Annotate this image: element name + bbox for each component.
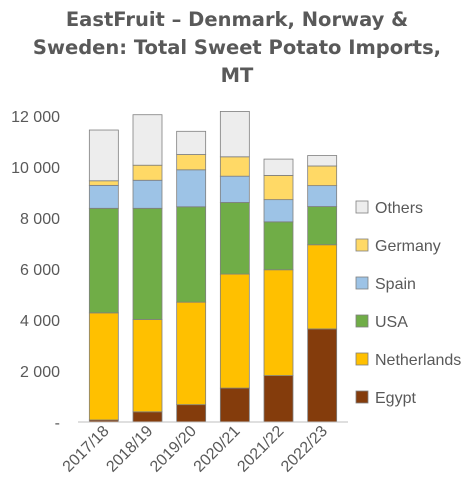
chart-title-line-1: EastFruit – Denmark, Norway & xyxy=(65,8,409,31)
bar-segment-germany-2017-18 xyxy=(88,180,119,186)
legend-item-spain: Spain xyxy=(355,276,416,293)
y-axis: - 2 000 4 000 6 000 8 000 10 000 12 000 xyxy=(11,109,60,432)
y-tick-label: 8 000 xyxy=(20,211,60,228)
legend-swatch-usa xyxy=(355,314,369,328)
bar-segment-usa-2018-19 xyxy=(132,207,163,320)
chart-title-line-2: Sweden: Total Sweet Potato Imports, xyxy=(32,36,442,59)
chart-title: EastFruit – Denmark, Norway & Sweden: To… xyxy=(0,6,474,90)
x-tick-label: 2021/22 xyxy=(234,423,287,476)
bar-segment-others-2022-23 xyxy=(307,155,338,167)
legend-item-netherlands: Netherlands xyxy=(355,352,461,369)
bar-segment-netherlands-2021-22 xyxy=(263,269,294,376)
legend-label-egypt: Egypt xyxy=(375,390,416,407)
bar-segment-egypt-2018-19 xyxy=(132,411,163,423)
bar-segment-germany-2022-23 xyxy=(307,165,338,187)
bar-segment-egypt-2022-23 xyxy=(307,328,338,423)
legend-label-netherlands: Netherlands xyxy=(375,352,461,369)
bar-segment-spain-2022-23 xyxy=(307,185,338,207)
y-tick-label: - xyxy=(55,415,60,432)
bar-segment-others-2021-22 xyxy=(263,158,294,176)
bar-segment-netherlands-2022-23 xyxy=(307,244,338,330)
x-tick-label: 2017/18 xyxy=(60,423,113,476)
bar-segment-netherlands-2018-19 xyxy=(132,319,163,413)
bar-segment-others-2020-21 xyxy=(219,111,250,158)
legend-swatch-netherlands xyxy=(355,352,369,366)
bar-segment-usa-2020-21 xyxy=(219,202,250,275)
bar-segment-spain-2021-22 xyxy=(263,199,294,223)
legend-label-others: Others xyxy=(375,200,423,217)
bar-segment-others-2019-20 xyxy=(176,130,207,155)
x-tick-label: 2022/23 xyxy=(278,423,331,476)
legend-item-egypt: Egypt xyxy=(355,390,416,407)
legend-item-usa: USA xyxy=(355,314,408,331)
bar-segment-spain-2018-19 xyxy=(132,179,163,209)
legend-swatch-egypt xyxy=(355,390,369,404)
bar-segment-germany-2019-20 xyxy=(176,154,207,171)
x-tick-label: 2019/20 xyxy=(147,423,200,476)
chart-title-line-3: MT xyxy=(220,64,254,87)
bar-segment-germany-2020-21 xyxy=(219,156,250,177)
bar-segment-spain-2020-21 xyxy=(219,175,250,203)
bar-segment-germany-2021-22 xyxy=(263,175,294,201)
bar-segment-others-2017-18 xyxy=(88,129,119,182)
legend-label-germany: Germany xyxy=(375,238,441,255)
x-tick-label: 2020/21 xyxy=(191,423,244,476)
legend-item-others: Others xyxy=(355,200,423,217)
bar-segment-netherlands-2020-21 xyxy=(219,273,250,389)
bar-segment-egypt-2021-22 xyxy=(263,375,294,423)
bar-segment-usa-2017-18 xyxy=(88,207,119,314)
y-tick-label: 12 000 xyxy=(11,109,60,126)
bar-segment-netherlands-2017-18 xyxy=(88,312,119,421)
y-tick-label: 10 000 xyxy=(11,160,60,177)
bar-segment-spain-2017-18 xyxy=(88,184,119,209)
bar-segment-spain-2019-20 xyxy=(176,169,207,208)
bar-segment-usa-2022-23 xyxy=(307,206,338,246)
legend-swatch-spain xyxy=(355,276,369,290)
y-tick-label: 4 000 xyxy=(20,313,60,330)
y-tick-label: 2 000 xyxy=(20,364,60,381)
bar-segment-usa-2019-20 xyxy=(176,206,207,303)
legend-label-usa: USA xyxy=(375,314,408,331)
x-tick-label: 2018/19 xyxy=(103,423,156,476)
y-tick-label: 6 000 xyxy=(20,262,60,279)
x-axis: 2017/182018/192019/202020/212021/222022/… xyxy=(60,421,348,476)
bar-segment-germany-2018-19 xyxy=(132,164,163,181)
bar-segment-usa-2021-22 xyxy=(263,221,294,271)
legend: Others Germany Spain USA Netherlands Egypt xyxy=(355,200,461,407)
bar-segment-egypt-2019-20 xyxy=(176,404,207,423)
legend-swatch-others xyxy=(355,200,369,214)
bar-segment-netherlands-2019-20 xyxy=(176,301,207,406)
legend-swatch-germany xyxy=(355,238,369,252)
legend-item-germany: Germany xyxy=(355,238,441,255)
bars xyxy=(88,111,338,423)
bar-segment-others-2018-19 xyxy=(132,114,163,166)
bar-segment-egypt-2020-21 xyxy=(219,387,250,423)
legend-label-spain: Spain xyxy=(375,276,416,293)
